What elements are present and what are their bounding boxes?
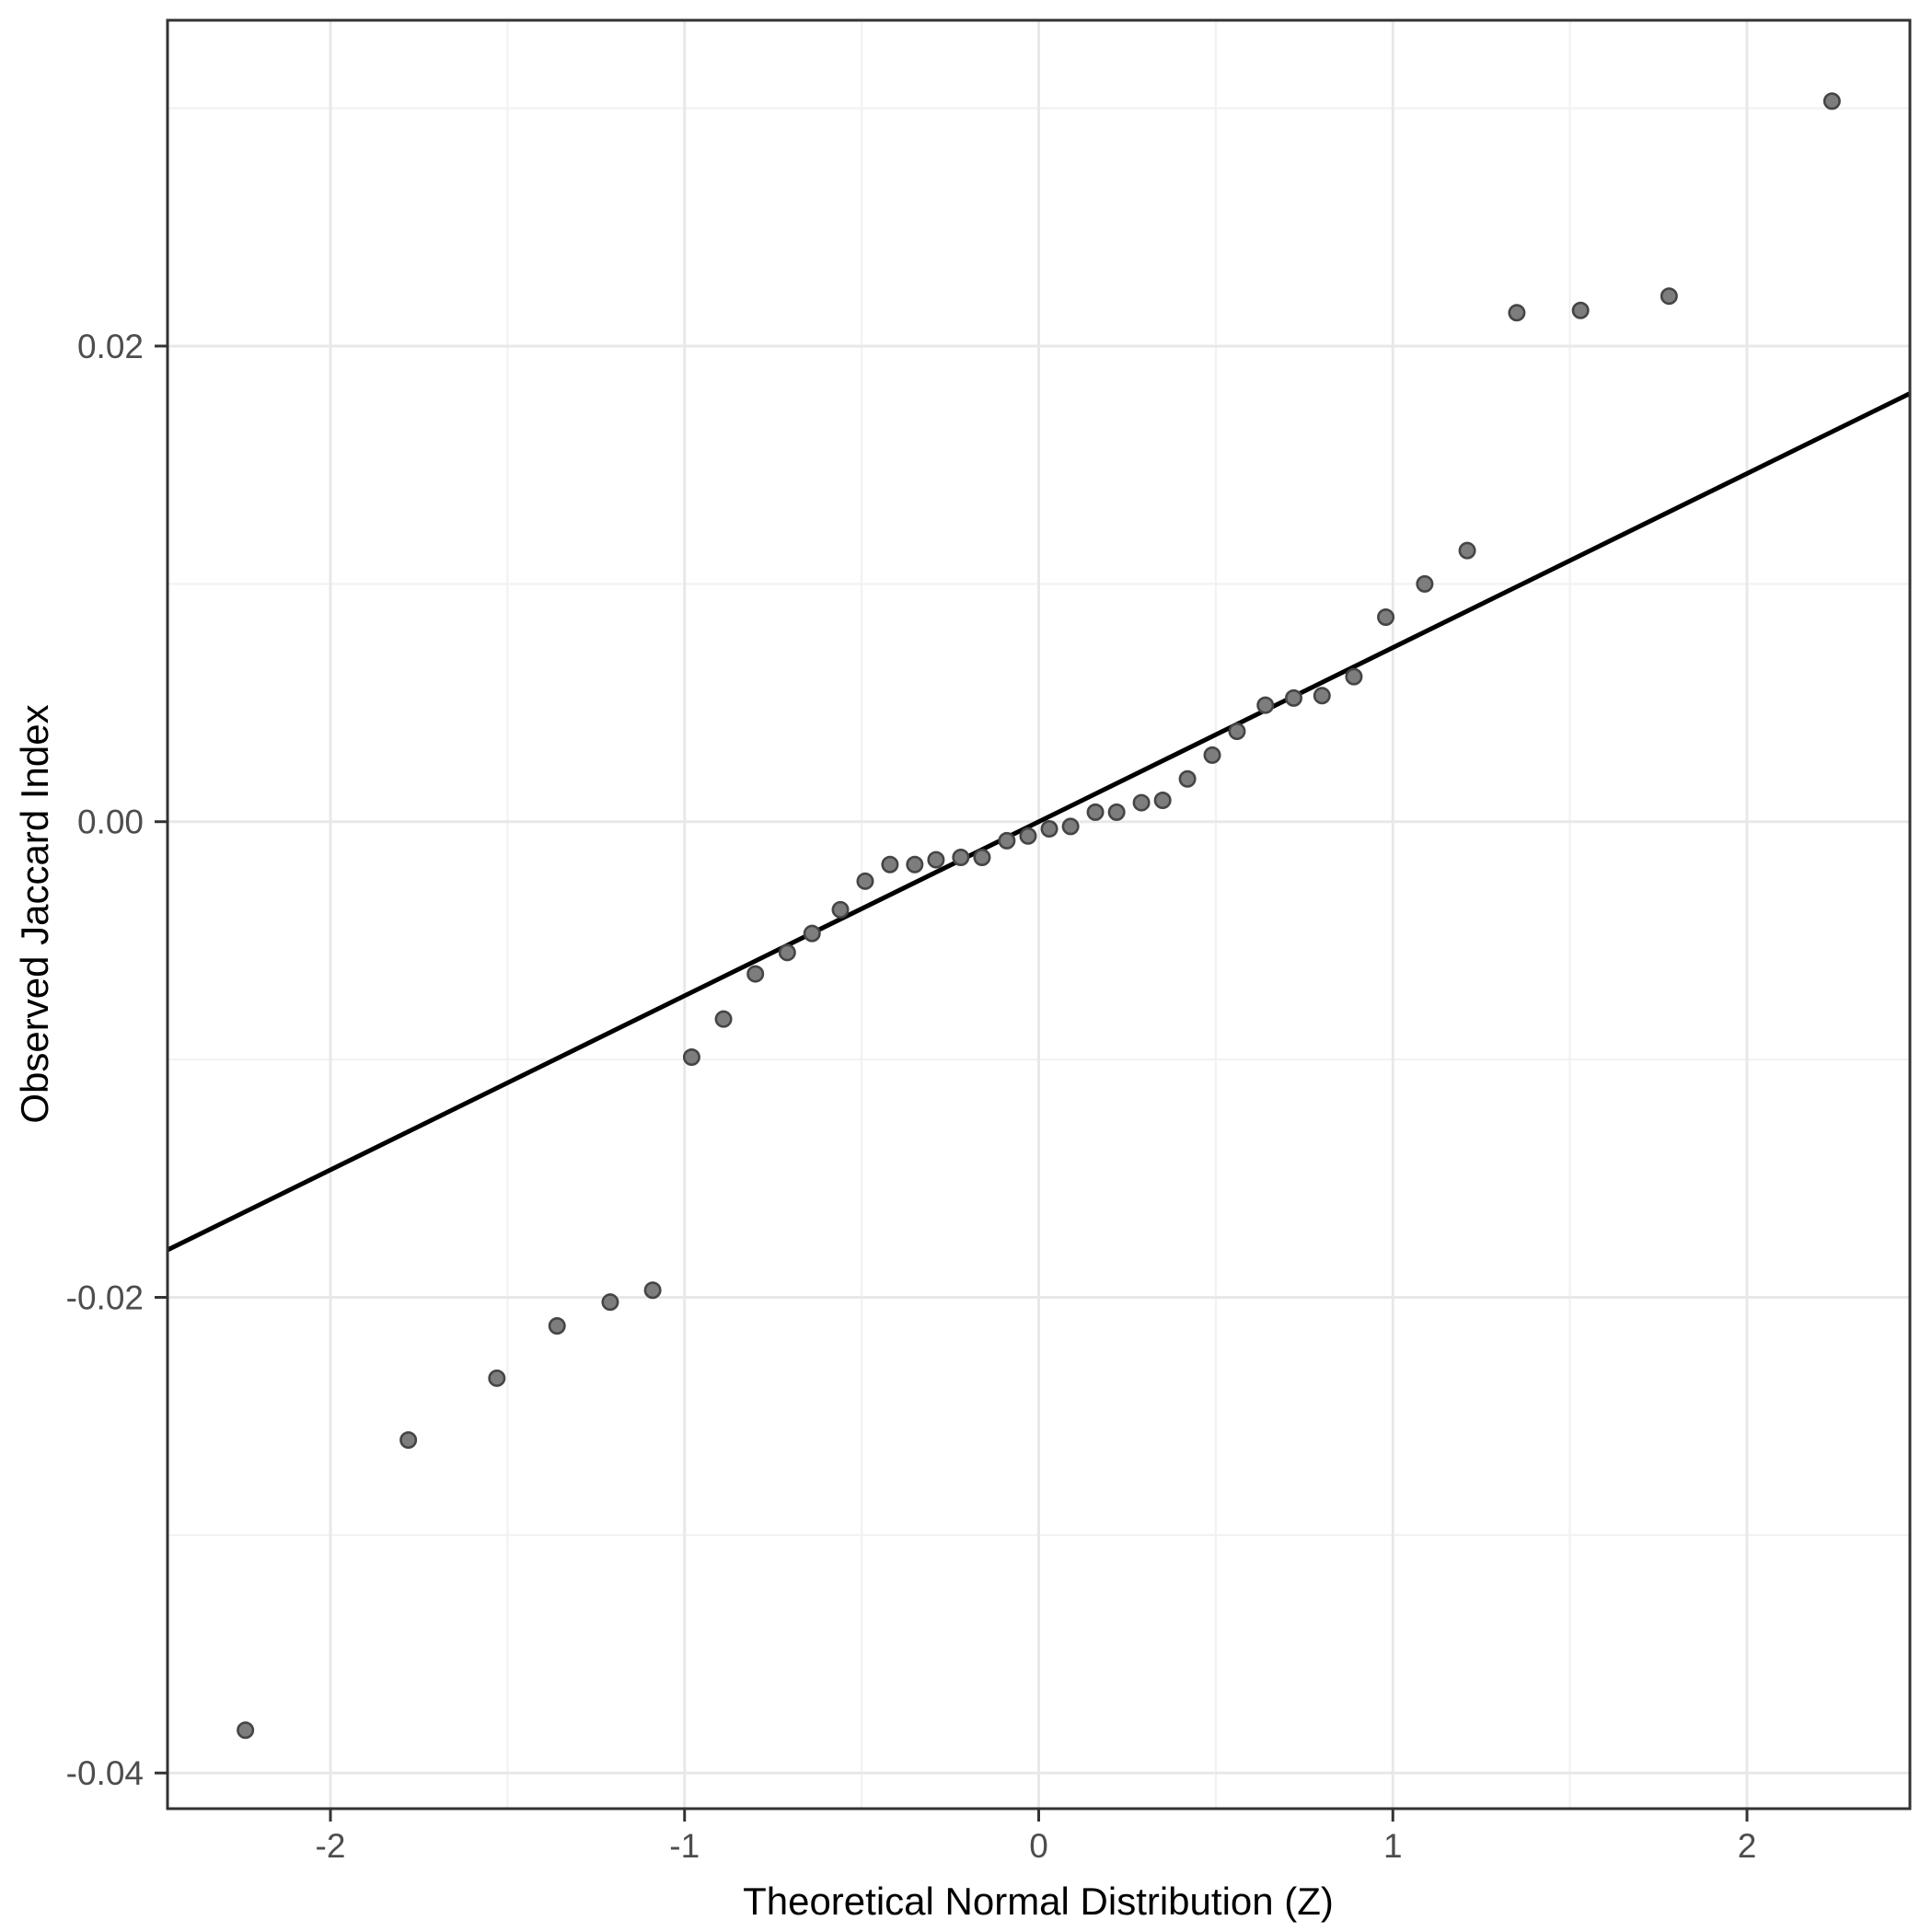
data-point <box>1660 287 1678 306</box>
qq-reference-line <box>166 391 1912 1253</box>
x-tick-label: -1 <box>669 1827 700 1865</box>
data-point <box>1822 92 1841 110</box>
data-point <box>1132 793 1151 812</box>
data-point <box>1153 791 1172 809</box>
y-tick-label: -0.02 <box>66 1278 144 1316</box>
major-gridlines <box>168 20 1910 1809</box>
data-point <box>1203 746 1221 764</box>
reference-line <box>166 391 1912 1253</box>
x-tick-label: -2 <box>316 1827 346 1865</box>
data-point <box>1285 688 1303 707</box>
data-point <box>1313 687 1331 705</box>
data-point <box>643 1281 662 1300</box>
data-point <box>601 1293 619 1312</box>
data-point <box>714 1010 733 1028</box>
axis-tick-labels: -2 -1 0 1 2 0.02 0.00 -0.02 -0.04 <box>66 328 1757 1865</box>
x-axis-title: Theoretical Normal Distribution (Z) <box>743 1880 1334 1923</box>
data-point <box>1061 817 1080 836</box>
data-point <box>1086 803 1105 821</box>
data-point <box>998 831 1016 850</box>
data-point <box>973 848 991 866</box>
data-point <box>778 943 796 962</box>
data-point <box>488 1369 506 1387</box>
x-tick-label: 0 <box>1029 1827 1048 1865</box>
data-point <box>1458 541 1476 560</box>
data-point <box>1107 803 1126 821</box>
y-tick-label: 0.02 <box>77 328 144 365</box>
data-point <box>1019 827 1037 845</box>
data-point <box>927 850 945 869</box>
data-point <box>1178 769 1197 788</box>
data-point <box>952 848 970 866</box>
data-point <box>803 924 821 943</box>
data-point <box>1571 301 1590 319</box>
data-point <box>1228 723 1246 741</box>
y-tick-label: -0.04 <box>66 1754 144 1792</box>
data-point <box>1377 608 1395 627</box>
data-point <box>1256 696 1275 714</box>
data-point <box>906 855 924 873</box>
data-point <box>831 900 850 919</box>
data-point <box>1040 819 1059 838</box>
data-point <box>399 1431 418 1450</box>
data-point <box>1345 667 1363 686</box>
data-point <box>548 1316 566 1335</box>
data-point <box>1508 304 1526 322</box>
x-tick-label: 1 <box>1383 1827 1403 1865</box>
y-tick-label: 0.00 <box>77 804 144 841</box>
axis-tick-marks <box>155 344 1749 1822</box>
data-points <box>237 92 1841 1740</box>
data-point <box>237 1721 255 1740</box>
x-tick-label: 2 <box>1738 1827 1757 1865</box>
data-point <box>682 1048 700 1067</box>
data-point <box>881 855 899 873</box>
y-axis-title: Observed Jaccard Index <box>13 704 56 1123</box>
data-point <box>1416 574 1434 593</box>
data-point <box>856 872 874 890</box>
data-point <box>746 965 765 983</box>
